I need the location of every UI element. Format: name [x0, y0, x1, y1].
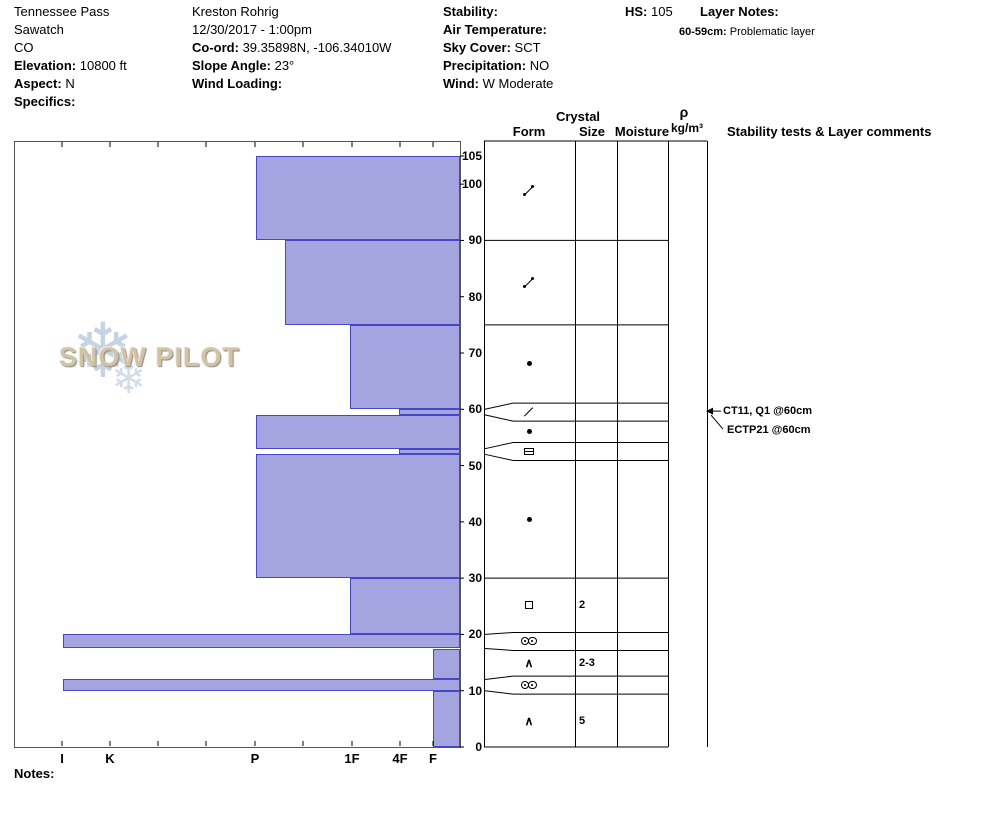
specifics-label: Specifics:	[14, 94, 76, 109]
hardness-axis-label: I	[60, 751, 64, 766]
stability-test-annotation: ECTP21 @60cm	[727, 424, 811, 437]
layer-bar	[256, 156, 460, 241]
layer-bar	[433, 690, 460, 747]
grain-size-value: 2	[579, 599, 586, 612]
snowpilot-logo-text: SNOW PILOT	[59, 342, 241, 372]
aspect-label: Aspect:	[14, 76, 62, 91]
density-units-header: kg/m³	[670, 121, 704, 135]
rounded-grains-icon	[521, 356, 537, 372]
layer-bar	[399, 409, 460, 415]
size-header: Size	[578, 124, 606, 139]
depth-tick-label: 105	[462, 149, 483, 163]
depth-tick-label: 10	[468, 683, 482, 698]
hardness-axis-label: F	[429, 751, 437, 766]
table-grid-line	[707, 141, 708, 747]
layer-note-text: Problematic layer	[729, 26, 815, 38]
depth-tick-label: 80	[468, 289, 482, 304]
depth-hoar-icon: ∧	[524, 656, 534, 671]
depth-tick-label: 90	[468, 233, 482, 248]
site-name: Tennessee Pass	[14, 4, 110, 19]
observer-name: Kreston Rohrig	[192, 4, 279, 19]
depth-tick-label: 70	[468, 346, 482, 360]
notes-label: Notes:	[14, 766, 55, 781]
layer-bar	[350, 578, 460, 635]
air-temp-label: Air Temperature:	[443, 22, 547, 37]
stability-test-annotation: CT11, Q1 @60cm	[723, 405, 812, 418]
depth-tick-label: 0	[475, 740, 482, 754]
form-header: Form	[512, 124, 546, 139]
facets-icon	[521, 597, 537, 613]
layer-bar	[63, 679, 460, 691]
table-grid-line	[484, 141, 485, 747]
hardness-axis-label: 1F	[344, 751, 360, 766]
snowflake-icon: ❄	[111, 355, 147, 402]
pit-datetime: 12/30/2017 - 1:00pm	[192, 22, 312, 37]
wind-value: W Moderate	[482, 76, 554, 91]
rounded-grains-icon	[521, 511, 537, 527]
grain-size-value: 5	[579, 714, 586, 727]
hs-value: 105	[651, 4, 673, 19]
layer-bar	[285, 240, 460, 325]
layer-note-range: 60-59cm:	[679, 26, 727, 38]
stability-label: Stability:	[443, 4, 498, 19]
table-grid-line	[575, 141, 576, 747]
precipitation-label: Precipitation:	[443, 58, 527, 73]
crystal-header: Crystal	[555, 109, 601, 124]
wind-loading-label: Wind Loading:	[192, 76, 283, 91]
sky-cover-label: Sky Cover:	[443, 40, 511, 55]
depth-tick-label: 60	[468, 402, 482, 417]
wind-label: Wind:	[443, 76, 479, 91]
snowpilot-logo: ❄ ❄ SNOW PILOT	[59, 314, 241, 408]
layer-bar	[256, 414, 460, 449]
grain-size-value: 2-3	[579, 657, 595, 670]
state: CO	[14, 40, 34, 55]
table-grid-line	[668, 141, 669, 747]
aspect-value: N	[65, 76, 75, 91]
rounded-grains-icon	[521, 424, 537, 440]
sky-cover-value: SCT	[514, 40, 541, 55]
hardness-axis-label: P	[250, 751, 260, 766]
comments-header: Stability tests & Layer comments	[727, 124, 932, 139]
mountain-range: Sawatch	[14, 22, 64, 37]
slope-angle-label: Slope Angle:	[192, 58, 271, 73]
depth-tick-label: 40	[468, 514, 482, 529]
depth-tick-label: 100	[462, 177, 483, 192]
depth-tick-label: 20	[468, 627, 482, 642]
hs-label: HS:	[625, 4, 648, 19]
hardness-profile-plot: ❄ ❄ SNOW PILOT	[14, 141, 461, 748]
layer-bar	[256, 454, 460, 579]
layer-bar	[399, 448, 460, 455]
coord-value: 39.35898N, -106.34010W	[242, 40, 392, 55]
hardness-axis-label: 4F	[392, 751, 408, 766]
precipitation-value: NO	[529, 58, 550, 73]
layer-notes-title: Layer Notes:	[700, 4, 779, 19]
melt-forms-icon	[520, 677, 537, 693]
moisture-header: Moisture	[614, 124, 670, 139]
hardness-axis-label: K	[105, 751, 115, 766]
problem-layer-grain-icon	[521, 404, 537, 420]
coord-label: Co-ord:	[192, 40, 239, 55]
depth-hoar-icon: ∧	[524, 713, 534, 728]
layer-bar	[433, 648, 460, 680]
ice-lens-icon	[521, 444, 537, 460]
depth-tick-label: 50	[468, 458, 482, 473]
elevation-label: Elevation:	[14, 58, 77, 73]
table-grid-line	[617, 141, 618, 747]
decomposing-fragments-icon	[521, 183, 537, 199]
melt-forms-icon	[520, 633, 537, 649]
elevation-value: 10800 ft	[79, 58, 127, 73]
depth-tick-label: 30	[468, 571, 482, 586]
layer-bar	[63, 634, 460, 649]
slope-angle-value: 23°	[274, 58, 295, 73]
decomposing-fragments-icon	[521, 275, 537, 291]
density-symbol-header: ρ	[679, 104, 689, 120]
layer-bar	[350, 324, 460, 410]
snowflake-icon: ❄	[71, 309, 135, 394]
